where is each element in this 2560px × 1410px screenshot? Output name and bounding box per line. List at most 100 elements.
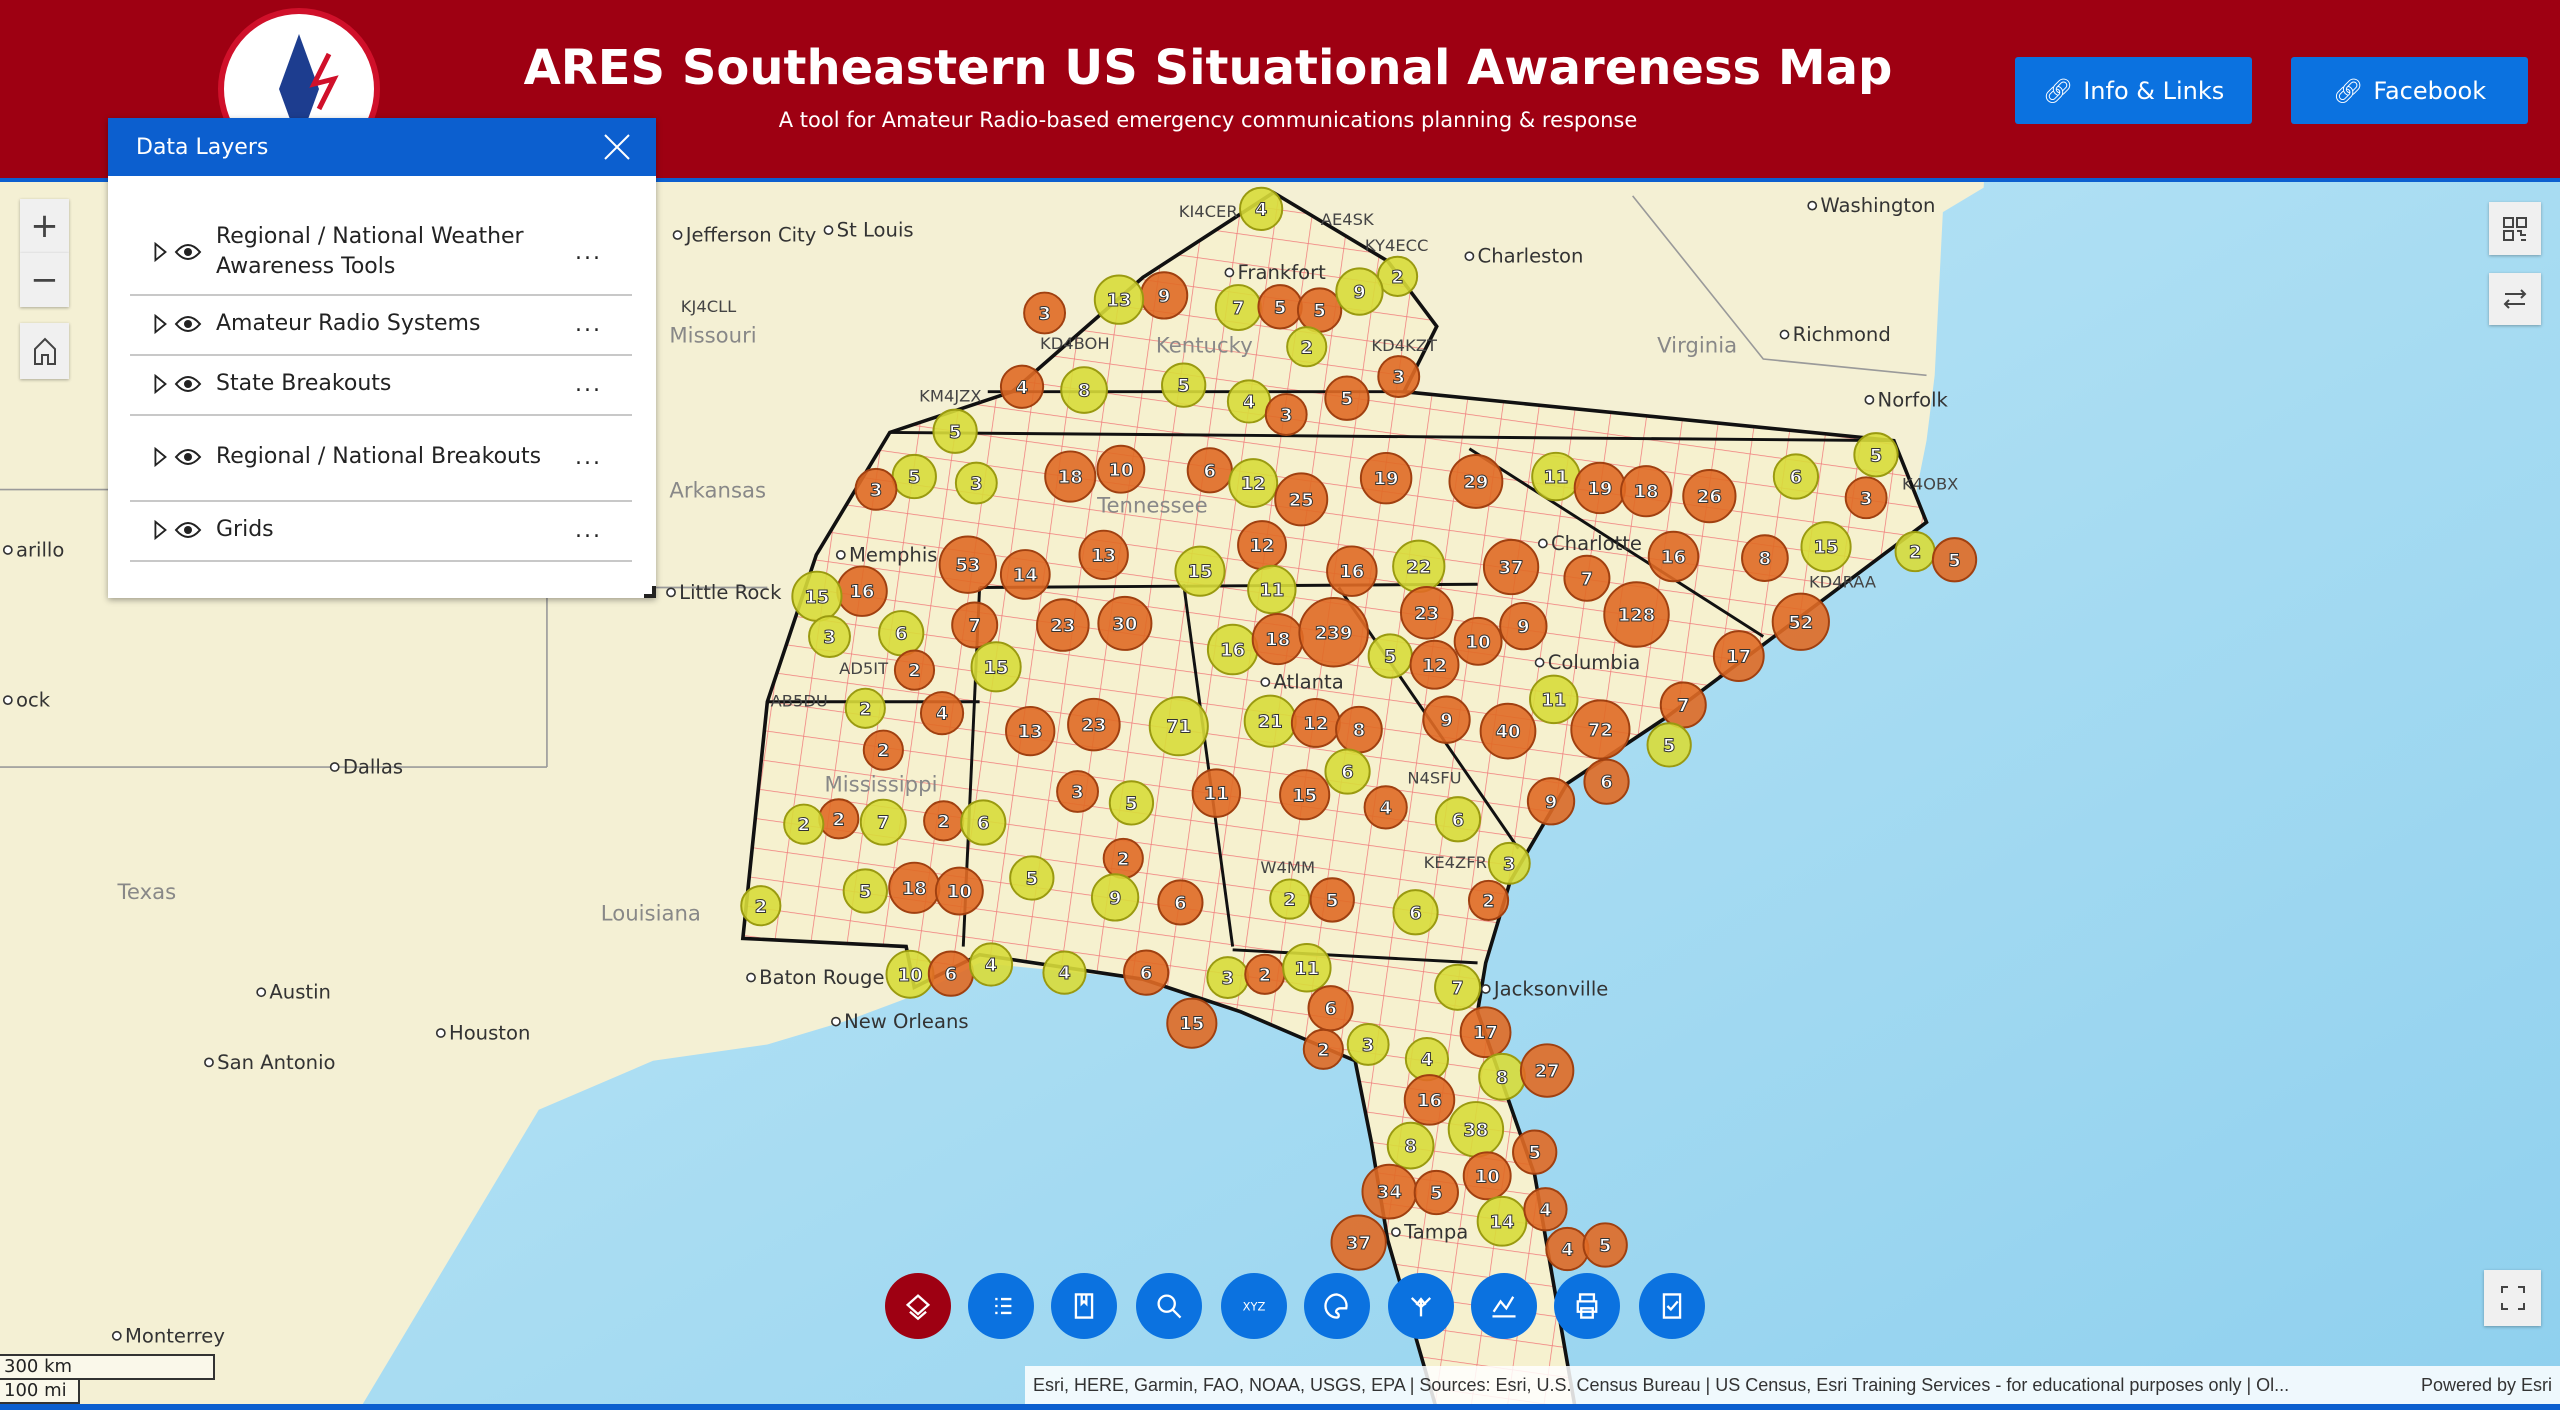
home-button[interactable] [20, 323, 69, 379]
station-cluster[interactable]: 6 [1324, 748, 1371, 795]
expand-triangle-icon[interactable] [148, 241, 172, 263]
station-cluster[interactable]: 6 [878, 610, 925, 657]
station-cluster[interactable]: 2 [1894, 531, 1936, 573]
station-cluster[interactable]: 4 [1404, 1037, 1450, 1082]
station-cluster[interactable]: 128 [1603, 581, 1670, 648]
station-cluster[interactable]: 11 [1191, 768, 1242, 818]
station-cluster[interactable]: 2 [1102, 837, 1144, 879]
station-cluster[interactable]: 3 [1844, 476, 1888, 520]
zoom-in-button[interactable]: + [20, 199, 69, 253]
station-cluster[interactable]: 3 [954, 461, 998, 505]
station-cluster[interactable]: 5 [1296, 287, 1343, 333]
station-cluster[interactable]: 6 [1583, 758, 1630, 805]
station-cluster[interactable]: 26 [1682, 469, 1737, 524]
layer-item[interactable]: Amateur Radio Systems ... [130, 294, 632, 356]
station-cluster[interactable]: 2 [1467, 879, 1510, 921]
station-cluster[interactable]: 2 [862, 729, 904, 771]
station-cluster[interactable]: 10 [1462, 1151, 1512, 1201]
station-cluster[interactable]: 3 [1346, 1023, 1390, 1066]
station-cluster[interactable]: 14 [1476, 1195, 1528, 1247]
eye-icon[interactable] [174, 447, 202, 467]
station-cluster[interactable]: 2 [844, 687, 886, 729]
station-cluster[interactable]: 3 [1377, 355, 1421, 398]
layer-options-button[interactable]: ... [575, 311, 602, 337]
station-cluster[interactable]: 2 [818, 798, 860, 840]
station-cluster[interactable]: 11 [1247, 564, 1297, 615]
station-cluster[interactable]: 12 [1409, 639, 1460, 690]
station-cluster[interactable]: 6 [960, 799, 1007, 846]
station-cluster[interactable]: 4 [999, 364, 1045, 409]
layer-options-button[interactable]: ... [575, 517, 602, 543]
station-cluster[interactable]: 13 [1093, 274, 1145, 325]
layer-options-button[interactable]: ... [575, 444, 602, 470]
station-cluster[interactable]: 38 [1447, 1101, 1505, 1158]
station-cluster[interactable]: 2 [1302, 1028, 1344, 1070]
station-cluster[interactable]: 12 [1228, 458, 1279, 508]
station-cluster[interactable]: 12 [1237, 520, 1287, 571]
station-cluster[interactable]: 23 [1067, 697, 1121, 752]
station-cluster[interactable]: 2 [1376, 255, 1419, 297]
layers-tool-button[interactable] [885, 1273, 951, 1339]
station-cluster[interactable]: 8 [1060, 366, 1108, 414]
station-cluster[interactable]: 4 [1545, 1226, 1590, 1272]
station-cluster[interactable]: 2 [740, 885, 782, 927]
station-cluster[interactable]: 9 [1499, 601, 1548, 651]
station-cluster[interactable]: 16 [836, 565, 888, 617]
station-cluster[interactable]: 6 [1123, 949, 1170, 996]
station-cluster[interactable]: 5 [1309, 877, 1355, 923]
station-cluster[interactable]: 14 [999, 549, 1051, 600]
station-cluster[interactable]: 5 [1367, 633, 1413, 679]
station-cluster[interactable]: 5 [1931, 537, 1978, 583]
station-cluster[interactable]: 17 [1712, 630, 1765, 682]
station-cluster[interactable]: 23 [1400, 586, 1454, 640]
station-cluster[interactable]: 16 [1326, 545, 1378, 597]
station-cluster[interactable]: 17 [1459, 1006, 1512, 1059]
station-cluster[interactable]: 6 [1157, 879, 1204, 926]
station-cluster[interactable]: 3 [854, 467, 898, 511]
station-cluster[interactable]: 53 [938, 535, 998, 594]
station-cluster[interactable]: 11 [1531, 451, 1581, 502]
station-cluster[interactable]: 15 [970, 641, 1022, 693]
station-cluster[interactable]: 34 [1361, 1163, 1418, 1220]
station-cluster[interactable]: 8 [1741, 534, 1789, 582]
station-cluster[interactable]: 7 [1563, 554, 1611, 602]
station-cluster[interactable]: 15 [791, 570, 843, 622]
station-cluster[interactable]: 10 [934, 866, 984, 916]
station-cluster[interactable]: 2 [1286, 326, 1328, 368]
legend-tool-button[interactable] [968, 1273, 1034, 1339]
station-cluster[interactable]: 10 [1096, 444, 1146, 494]
station-cluster[interactable]: 4 [919, 691, 965, 736]
station-cluster[interactable]: 18 [1251, 613, 1304, 666]
station-cluster[interactable]: 2 [1269, 878, 1311, 920]
eye-icon[interactable] [174, 374, 202, 394]
station-cluster[interactable]: 3 [1056, 770, 1099, 813]
station-cluster[interactable]: 15 [1279, 769, 1331, 821]
resize-handle[interactable] [644, 586, 656, 598]
station-cluster[interactable]: 7 [859, 798, 907, 846]
station-cluster[interactable]: 8 [1335, 705, 1383, 754]
station-cluster[interactable]: 5 [1009, 855, 1055, 901]
station-cluster[interactable]: 18 [888, 861, 941, 914]
station-cluster[interactable]: 2 [923, 800, 965, 842]
station-cluster[interactable]: 13 [1078, 529, 1129, 581]
station-cluster[interactable]: 40 [1479, 702, 1537, 760]
station-cluster[interactable]: 6 [1392, 889, 1439, 936]
bookmarks-tool-button[interactable] [1051, 1273, 1117, 1339]
station-cluster[interactable]: 3 [808, 615, 851, 658]
station-cluster[interactable]: 5 [1853, 432, 1899, 478]
station-cluster[interactable]: 30 [1097, 595, 1153, 651]
station-cluster[interactable]: 16 [1647, 530, 1700, 583]
station-cluster[interactable]: 5 [1324, 375, 1370, 421]
station-cluster[interactable]: 4 [1042, 950, 1087, 995]
station-cluster[interactable]: 9 [1139, 271, 1189, 320]
station-cluster[interactable]: 4 [1523, 1187, 1568, 1232]
station-cluster[interactable]: 6 [1434, 796, 1482, 843]
station-cluster[interactable]: 3 [1023, 291, 1067, 335]
station-cluster[interactable]: 6 [1186, 447, 1233, 494]
station-cluster[interactable]: 5 [1582, 1222, 1628, 1268]
station-cluster[interactable]: 15 [1166, 997, 1218, 1049]
station-cluster[interactable]: 9 [1422, 695, 1471, 744]
station-cluster[interactable]: 7 [1659, 681, 1707, 729]
layer-item[interactable]: Regional / National Weather Awareness To… [130, 210, 632, 296]
station-cluster[interactable]: 5 [891, 453, 937, 500]
